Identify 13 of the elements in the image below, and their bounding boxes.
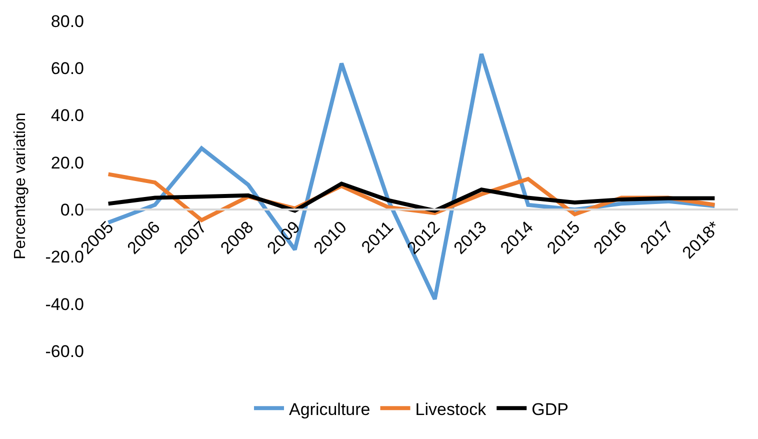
y-tick-label: -40.0 [45, 294, 84, 314]
y-tick-label: 80.0 [50, 12, 84, 31]
y-tick-label: 40.0 [50, 106, 84, 126]
y-tick-label: 20.0 [50, 153, 84, 172]
y-axis-title: Percentage variation [12, 112, 30, 260]
y-tick-label: 60.0 [50, 59, 84, 78]
legend-label: Livestock [415, 400, 487, 419]
y-tick-label: 0.0 [60, 200, 84, 220]
y-tick-label: -20.0 [45, 248, 84, 267]
line-series [106, 182, 717, 213]
legend-label: GDP [532, 400, 568, 419]
y-tick-label: -60.0 [45, 342, 84, 361]
legend-label: Agriculture [289, 400, 370, 419]
